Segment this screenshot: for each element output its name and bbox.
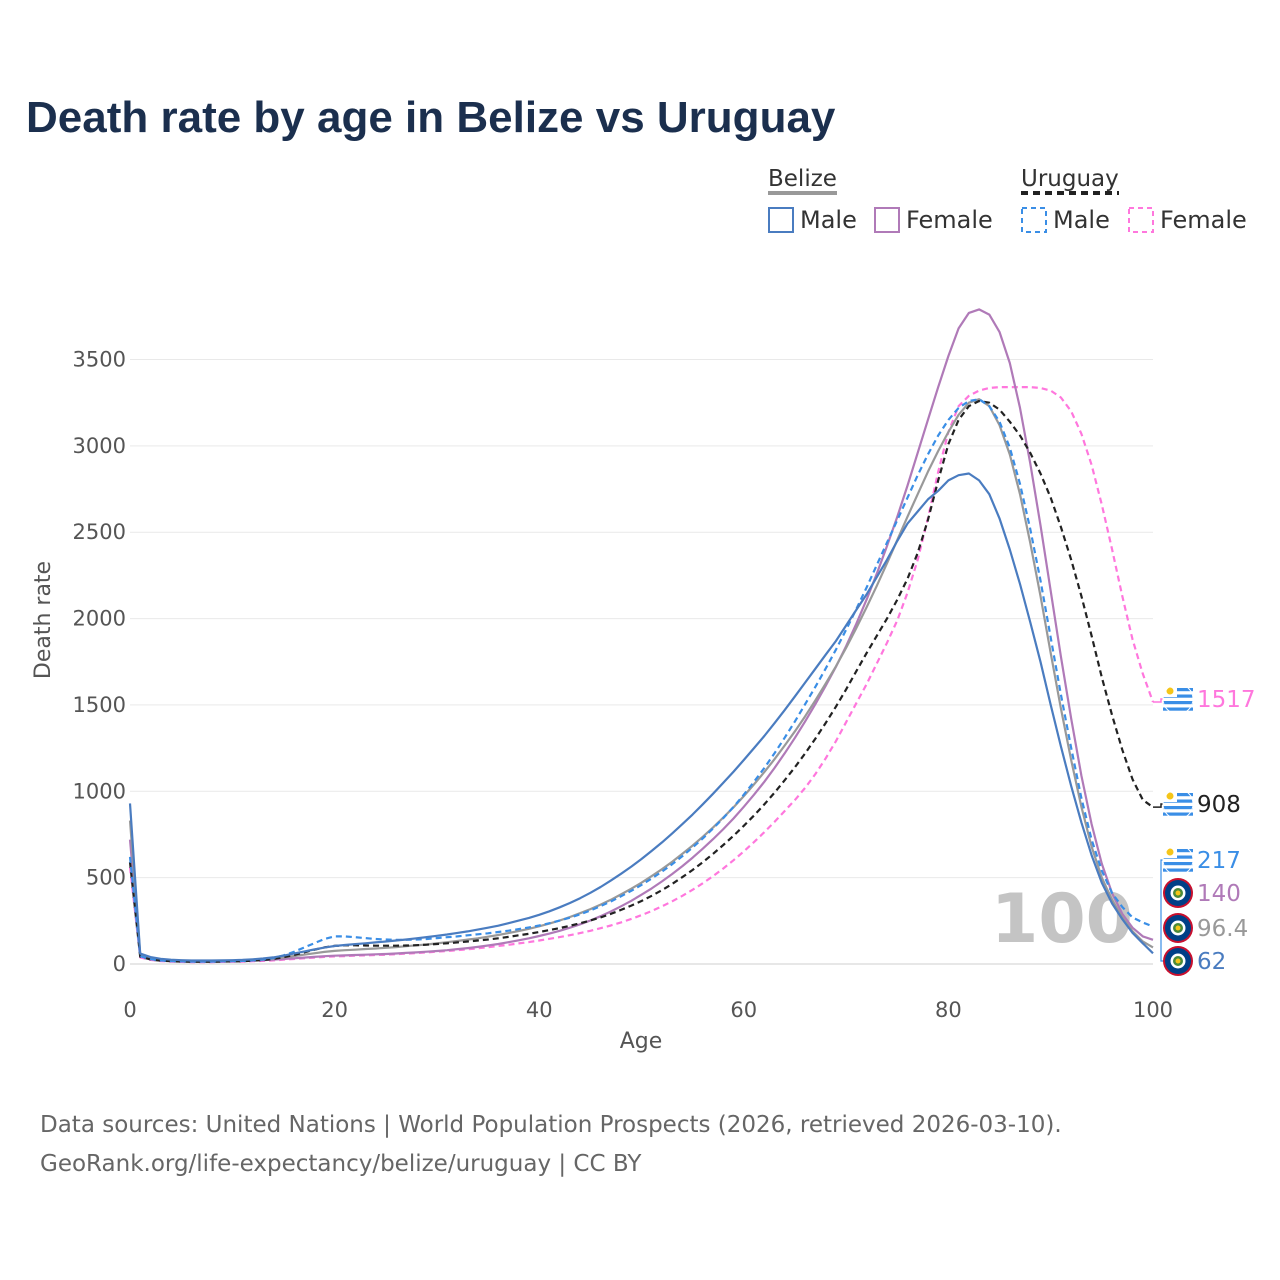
source-line-1: Data sources: United Nations | World Pop… (40, 1112, 1062, 1138)
legend-item-uruguay-male[interactable]: Male (1021, 206, 1110, 234)
end-value-label: 217 (1197, 848, 1241, 874)
end-value-label: 908 (1197, 792, 1241, 818)
chart-title: Death rate by age in Belize vs Uruguay (26, 93, 836, 142)
end-value-label: 62 (1197, 949, 1226, 975)
y-axis-label: Death rate (31, 561, 56, 679)
x-axis-ticks: 0 20 40 60 80 100 (123, 998, 1173, 1022)
x-tick-label: 0 (123, 998, 136, 1022)
legend-group-belize: Belize (768, 166, 837, 192)
x-axis-label: Age (620, 1029, 663, 1054)
belize-flag-icon (1163, 878, 1193, 908)
uruguay-flag-icon (1162, 788, 1194, 820)
y-tick-label: 3500 (73, 348, 126, 372)
y-axis-ticks: 0 500 1000 1500 2000 2500 3000 3500 (73, 348, 126, 977)
svg-text:Female: Female (906, 206, 993, 234)
end-value-label: 1517 (1197, 687, 1256, 713)
legend-item-belize-female[interactable]: Female (874, 206, 993, 234)
belize-flag-icon (1163, 946, 1193, 976)
series-line-belize-female[interactable] (128, 308, 1154, 963)
x-tick-label: 100 (1133, 998, 1173, 1022)
y-tick-label: 0 (113, 952, 126, 976)
belize-flag-icon (1163, 913, 1193, 943)
legend-group-uruguay: Uruguay (1021, 166, 1119, 192)
series-line-uruguay-female[interactable] (128, 386, 1155, 964)
y-tick-label: 2000 (73, 607, 126, 631)
uruguay-flag-icon (1162, 683, 1194, 715)
svg-text:Male: Male (1053, 206, 1110, 234)
legend-item-belize-male[interactable]: Male (768, 206, 857, 234)
end-value-label: 140 (1197, 881, 1241, 907)
y-tick-label: 1000 (73, 779, 126, 803)
series-line-uruguay[interactable] (128, 399, 1154, 963)
leader-bracket (1160, 859, 1167, 962)
grid (130, 359, 1153, 965)
source-line-2: GeoRank.org/life-expectancy/belize/urugu… (40, 1151, 642, 1177)
x-tick-label: 60 (730, 998, 757, 1022)
x-tick-label: 80 (935, 998, 962, 1022)
series-line-belize-male[interactable] (128, 472, 1154, 962)
legend-item-uruguay-female[interactable]: Female (1128, 206, 1247, 234)
series-line-uruguay-male[interactable] (128, 398, 1154, 963)
series-lines (128, 308, 1155, 964)
end-value-label: 96.4 (1197, 916, 1248, 942)
y-tick-label: 1500 (73, 693, 126, 717)
x-tick-label: 20 (321, 998, 348, 1022)
x-tick-label: 40 (526, 998, 553, 1022)
end-markers: 1517 908 217 140 96.4 62 (1153, 683, 1256, 976)
legend: Belize Uruguay Male Female Male Female (768, 166, 1247, 234)
series-line-belize[interactable] (128, 398, 1154, 963)
svg-text:Female: Female (1160, 206, 1247, 234)
uruguay-flag-icon (1162, 844, 1194, 876)
y-tick-label: 2500 (73, 520, 126, 544)
y-tick-label: 500 (86, 866, 126, 890)
svg-text:Male: Male (800, 206, 857, 234)
y-tick-label: 3000 (73, 434, 126, 458)
